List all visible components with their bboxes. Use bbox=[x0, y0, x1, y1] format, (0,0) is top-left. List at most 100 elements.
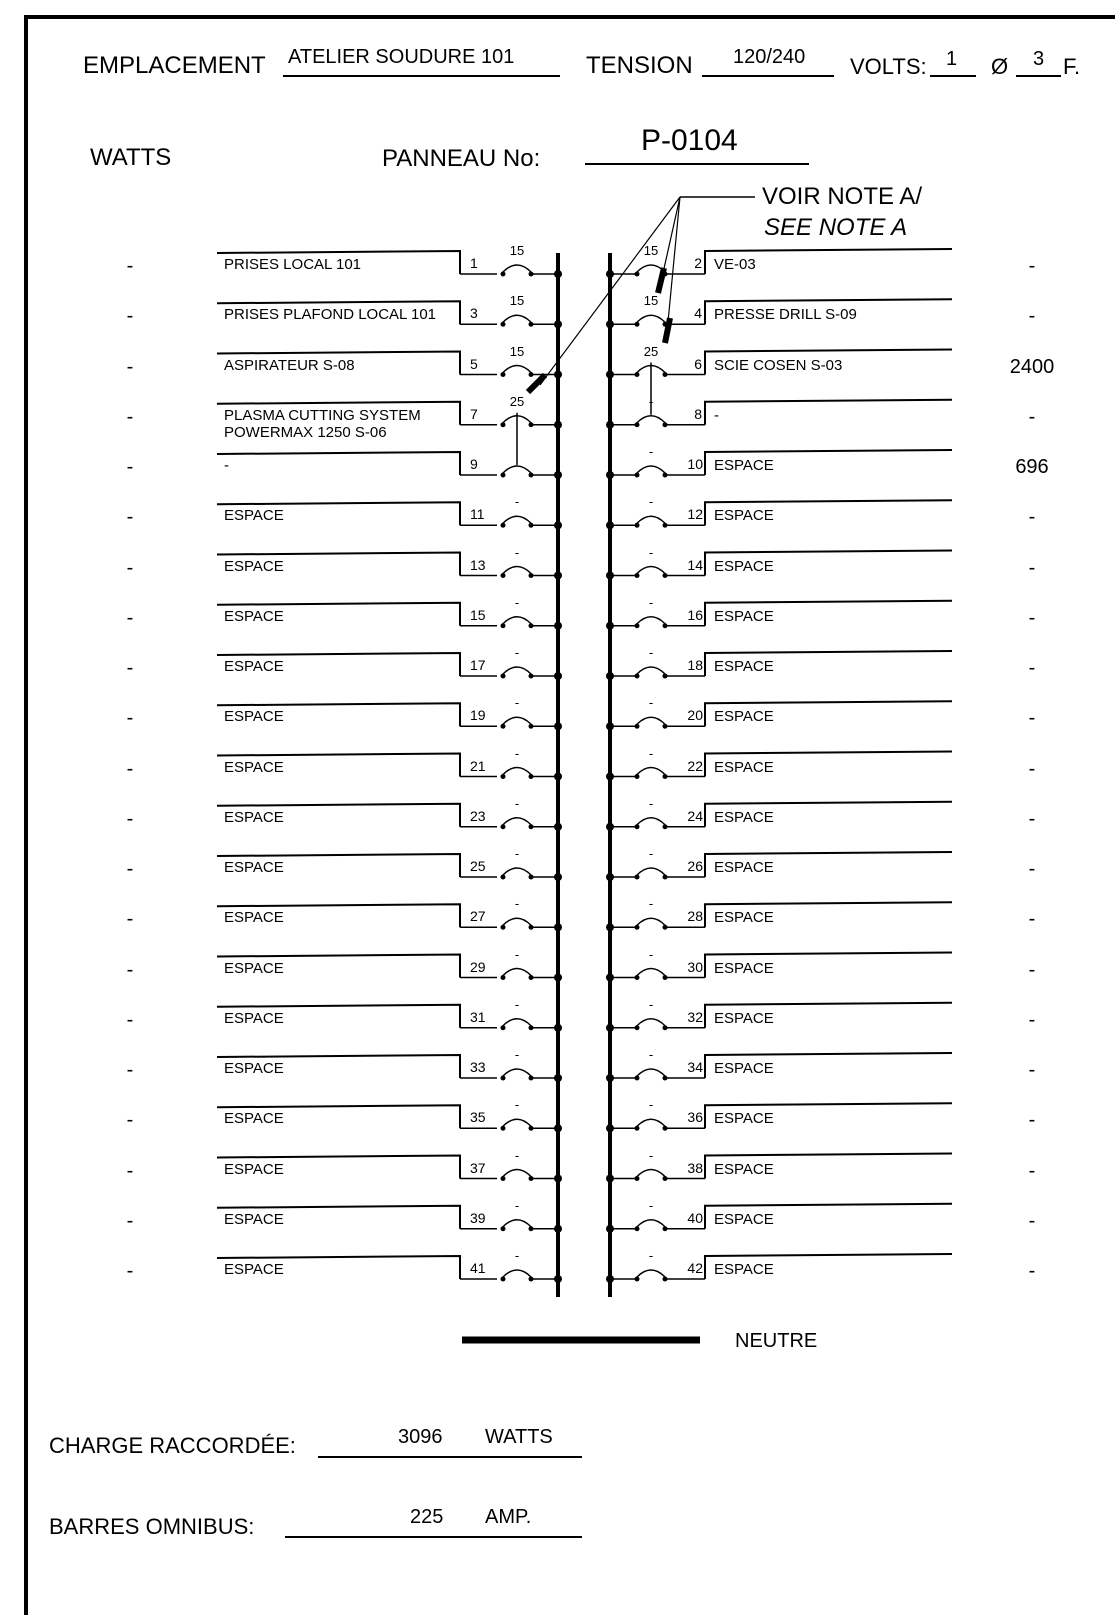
left-breaker-arc bbox=[502, 515, 532, 524]
left-watts: - bbox=[126, 707, 134, 730]
phase-symbol: Ø bbox=[991, 54, 1009, 79]
left-circuit-number: 27 bbox=[470, 908, 486, 925]
panel-underline bbox=[585, 163, 809, 165]
right-breaker-dot bbox=[634, 874, 640, 880]
tension-underline bbox=[702, 75, 834, 77]
right-breaker-rating: - bbox=[648, 393, 654, 409]
left-feeder-line bbox=[216, 651, 461, 676]
drawing-frame bbox=[24, 15, 1115, 1615]
left-breaker-dot bbox=[500, 975, 506, 980]
left-breaker-rating: - bbox=[514, 996, 520, 1012]
right-breaker-dot bbox=[634, 522, 640, 528]
left-watts: - bbox=[126, 255, 134, 277]
right-circuit-number: 18 bbox=[687, 657, 703, 673]
load-label: CHARGE RACCORDÉE: bbox=[49, 1433, 296, 1458]
right-description: ESPACE bbox=[714, 557, 774, 575]
load-unit: WATTS bbox=[485, 1426, 553, 1448]
tension-label: TENSION bbox=[586, 52, 693, 79]
left-breaker-dot bbox=[500, 1075, 506, 1081]
left-feeder-line bbox=[216, 1003, 461, 1028]
right-watts: 696 bbox=[1015, 456, 1049, 478]
left-breaker-arc bbox=[502, 1118, 532, 1127]
right-watts: - bbox=[1028, 657, 1036, 679]
left-breaker-rating: - bbox=[514, 1197, 520, 1213]
load-underline bbox=[318, 1456, 582, 1458]
left-circuit-number: 39 bbox=[470, 1209, 486, 1226]
left-breaker-arc bbox=[502, 264, 532, 273]
right-description: ESPACE bbox=[714, 758, 774, 776]
emplacement-label: EMPLACEMENT bbox=[83, 52, 266, 79]
right-breaker-dot bbox=[634, 824, 640, 830]
left-description: PRISES PLAFOND LOCAL 101 bbox=[224, 306, 437, 324]
right-watts: - bbox=[1028, 908, 1036, 931]
right-watts: - bbox=[1028, 707, 1036, 730]
left-breaker-rating: - bbox=[514, 745, 520, 761]
right-feeder-line bbox=[704, 499, 953, 526]
left-watts: - bbox=[126, 657, 134, 679]
left-breaker-dot bbox=[500, 522, 506, 528]
left-breaker-rating: - bbox=[514, 946, 520, 962]
right-watts: - bbox=[1028, 757, 1036, 780]
bus-dot bbox=[606, 772, 614, 781]
right-description: ESPACE bbox=[714, 859, 774, 876]
left-breaker-arc bbox=[502, 967, 532, 977]
bus-dot bbox=[554, 521, 562, 530]
right-breaker-dot bbox=[634, 673, 640, 679]
right-watts: - bbox=[1028, 255, 1036, 277]
left-description: ESPACE bbox=[224, 1261, 284, 1278]
left-circuit-number: 35 bbox=[470, 1109, 486, 1126]
right-breaker-dot bbox=[634, 472, 640, 478]
bus-dot bbox=[554, 672, 562, 680]
right-feeder-line bbox=[704, 1001, 953, 1028]
left-breaker-arc bbox=[502, 1269, 532, 1278]
right-breaker-rating: 15 bbox=[643, 293, 659, 309]
right-description: ESPACE bbox=[714, 959, 774, 977]
left-watts: - bbox=[126, 958, 134, 981]
right-breaker-dot bbox=[634, 321, 640, 327]
right-feeder-line bbox=[704, 901, 953, 928]
right-breaker-arc bbox=[636, 967, 666, 977]
right-circuit-number: 30 bbox=[687, 958, 703, 975]
bus-dot bbox=[606, 1224, 614, 1233]
right-breaker-rating: 15 bbox=[643, 243, 659, 258]
right-breaker-rating: - bbox=[648, 594, 654, 610]
left-circuit-number: 13 bbox=[470, 556, 486, 573]
right-watts: - bbox=[1028, 807, 1036, 830]
left-breaker-rating: 15 bbox=[509, 243, 525, 258]
left-breaker-arc bbox=[502, 1219, 532, 1228]
right-feeder-line bbox=[704, 348, 953, 375]
right-description: ESPACE bbox=[714, 607, 774, 625]
tension-value: 120/240 bbox=[733, 46, 806, 68]
left-feeder-line bbox=[216, 1154, 461, 1179]
right-breaker-arc bbox=[636, 314, 666, 323]
left-breaker-rating: - bbox=[514, 896, 520, 912]
left-watts: - bbox=[126, 556, 134, 579]
left-breaker-dot bbox=[500, 573, 506, 578]
right-circuit-number: 6 bbox=[694, 355, 702, 372]
right-breaker-rating: 25 bbox=[643, 343, 659, 359]
emplacement-underline bbox=[283, 75, 560, 77]
right-description: ESPACE bbox=[714, 1110, 774, 1128]
bus-dot bbox=[554, 722, 562, 731]
left-feeder-line bbox=[216, 300, 461, 325]
left-breaker-dot bbox=[500, 924, 506, 930]
note-line1: VOIR NOTE A/ bbox=[762, 183, 923, 210]
bus-dot bbox=[606, 571, 614, 580]
bus-dot bbox=[554, 1074, 562, 1082]
left-watts: - bbox=[126, 405, 134, 428]
left-description: ESPACE bbox=[224, 1160, 284, 1178]
left-feeder-line bbox=[216, 702, 461, 727]
right-breaker-arc bbox=[636, 817, 666, 826]
right-breaker-arc bbox=[636, 716, 666, 725]
left-breaker-dot bbox=[500, 673, 506, 679]
left-feeder-line bbox=[216, 501, 461, 526]
right-breaker-rating: - bbox=[648, 996, 654, 1012]
right-watts: - bbox=[1028, 405, 1036, 428]
left-breaker-rating: 15 bbox=[509, 293, 525, 309]
left-breaker-dot bbox=[500, 271, 506, 277]
left-description: PRISES LOCAL 101 bbox=[224, 256, 362, 273]
right-feeder-line bbox=[704, 599, 953, 626]
right-circuit-number: 4 bbox=[694, 305, 702, 322]
right-feeder-line bbox=[704, 1052, 953, 1078]
left-breaker-dot bbox=[500, 1226, 506, 1232]
